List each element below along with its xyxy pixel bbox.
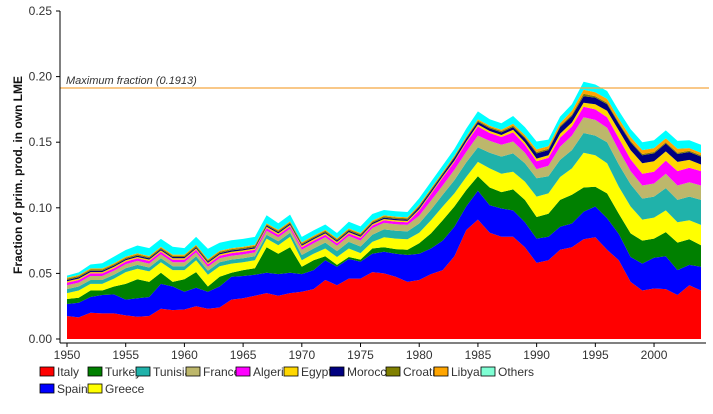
legend-label: Tunisia [153,365,192,379]
legend-swatch [39,383,55,394]
legend-item-others: Others [480,365,534,379]
legend-label: Others [498,365,534,379]
area-spain [67,190,701,318]
x-tick-label: 1990 [523,348,550,362]
legend-swatch [385,366,401,377]
legend-label: France [203,365,241,379]
area-italy [67,219,701,339]
legend-item-france: France [185,365,241,379]
legend-item-italy: Italy [39,365,79,379]
legend-label: Egypt [301,365,332,379]
x-tick-label: 1955 [112,348,139,362]
x-tick-label: 1975 [347,348,374,362]
legend-item-libyan: Libyan [433,365,486,379]
legend-swatch [135,366,151,377]
area-turkey [67,176,701,304]
x-tick-label: 1995 [582,348,609,362]
legend: Italy Spain Turkey Greece Tunisia France Alger… [39,365,534,396]
legend-label: Italy [57,365,79,379]
legend-swatch [283,366,299,377]
legend-swatch [87,366,103,377]
legend-label: Algeria [253,365,291,379]
legend-swatch [235,366,251,377]
legend-item-algeria: Algeria [235,365,291,379]
legend-item-egypt: Egypt [283,365,332,379]
legend-swatch [87,383,103,394]
x-tick-label: 1960 [171,348,198,362]
legend-label: Greece [105,382,145,396]
legend-swatch [480,366,496,377]
legend-item-greece: Greece [87,382,145,396]
legend-label: Spain [57,382,88,396]
legend-label: Morocco [347,365,393,379]
y-tick-label: 0.10 [29,201,53,215]
legend-label: Turkey [105,365,141,379]
legend-label: Croatia [403,365,442,379]
x-tick-label: 1970 [288,348,315,362]
y-tick-label: 0.00 [29,332,53,346]
y-tick-label: 0.20 [29,70,53,84]
x-tick-label: 1980 [406,348,433,362]
legend-item-morocco: Morocco [329,365,393,379]
y-tick-label: 0.15 [29,135,53,149]
y-tick-label: 0.25 [29,4,53,18]
x-ticks: 1950 1955 1960 1965 1970 1975 1980 1985 1990 1995… [54,343,668,362]
legend-swatch [185,366,201,377]
legend-swatch [39,366,55,377]
legend-swatch [329,366,345,377]
y-tick-label: 0.05 [29,266,53,280]
legend-item-tunisia: Tunisia [135,365,192,379]
x-tick-label: 2000 [641,348,668,362]
x-tick-label: 1965 [230,348,257,362]
y-axis-label: Fraction of prim. prod. in own LME [11,76,25,274]
areas [67,81,701,339]
x-tick-label: 1950 [54,348,81,362]
legend-swatch [433,366,449,377]
legend-label: Libyan [451,365,486,379]
legend-item-spain: Spain [39,382,88,396]
x-tick-label: 1985 [465,348,492,362]
legend-item-turkey: Turkey [87,365,141,379]
legend-item-croatia: Croatia [385,365,442,379]
maximum-fraction-label: Maximum fraction (0.1913) [66,75,197,87]
y-ticks: 0.00 0.05 0.10 0.15 0.20 0.25 [29,4,60,346]
